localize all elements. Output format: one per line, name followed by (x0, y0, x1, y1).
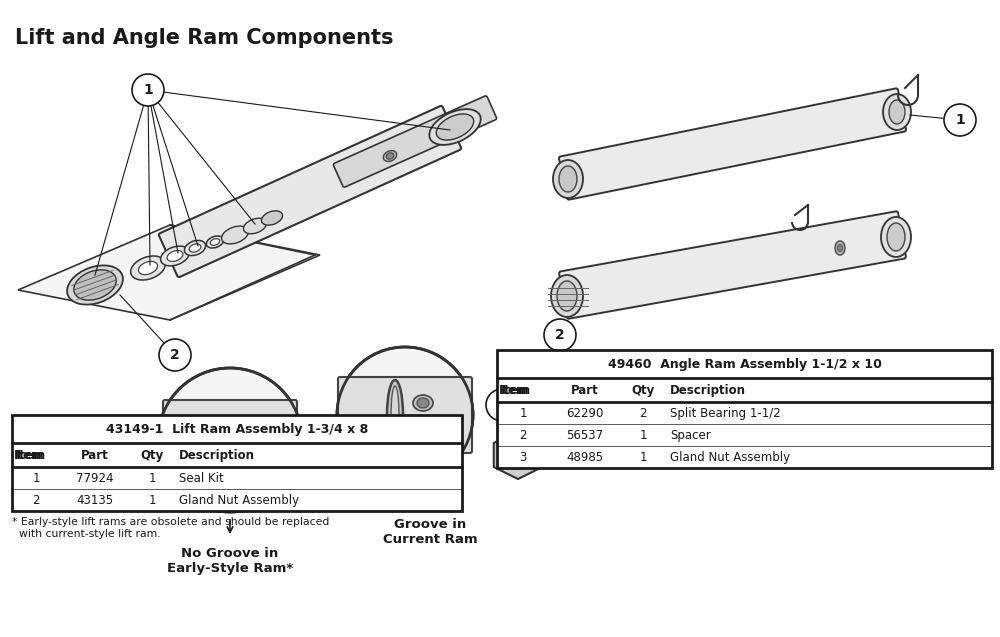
Ellipse shape (222, 226, 248, 244)
Text: Qty: Qty (631, 383, 655, 396)
FancyBboxPatch shape (159, 106, 461, 277)
Ellipse shape (228, 424, 242, 436)
FancyBboxPatch shape (338, 377, 472, 453)
Text: Qty: Qty (140, 448, 164, 461)
Ellipse shape (835, 241, 845, 255)
Text: 1: 1 (148, 471, 156, 485)
Ellipse shape (131, 256, 165, 280)
Ellipse shape (224, 421, 246, 439)
Text: No Groove in
Early-Style Ram*: No Groove in Early-Style Ram* (167, 547, 293, 575)
Text: Groove in
Current Ram: Groove in Current Ram (383, 518, 477, 546)
Ellipse shape (206, 236, 224, 248)
Text: 48985: 48985 (566, 450, 604, 464)
Text: 2: 2 (170, 348, 180, 362)
Ellipse shape (184, 240, 206, 255)
Ellipse shape (838, 245, 842, 252)
Ellipse shape (429, 109, 481, 145)
Circle shape (486, 389, 518, 421)
Ellipse shape (511, 450, 525, 460)
Text: Item: Item (14, 448, 44, 461)
FancyBboxPatch shape (497, 350, 992, 468)
Text: 2: 2 (555, 328, 565, 342)
Ellipse shape (507, 446, 529, 464)
Ellipse shape (536, 374, 558, 402)
Text: 56537: 56537 (566, 429, 604, 441)
Text: Gland Nut Assembly: Gland Nut Assembly (670, 450, 790, 464)
Ellipse shape (529, 367, 565, 409)
Polygon shape (494, 431, 542, 479)
Text: Description: Description (670, 383, 746, 396)
Text: 77924: 77924 (76, 471, 114, 485)
Text: Split Bearing 1-1/2: Split Bearing 1-1/2 (670, 406, 781, 420)
Text: Item: Item (16, 448, 46, 461)
FancyBboxPatch shape (163, 400, 297, 480)
Text: 1: 1 (639, 429, 647, 441)
Text: 43149-1  Lift Ram Assembly 1-3/4 x 8: 43149-1 Lift Ram Assembly 1-3/4 x 8 (106, 422, 368, 436)
Text: 3: 3 (519, 450, 527, 464)
Text: 1: 1 (519, 406, 527, 420)
Ellipse shape (74, 270, 116, 300)
Ellipse shape (67, 266, 123, 304)
Text: Lift and Angle Ram Components: Lift and Angle Ram Components (15, 28, 394, 48)
Text: 1: 1 (148, 494, 156, 506)
Text: 3: 3 (497, 398, 507, 412)
Text: Part: Part (81, 448, 109, 461)
Ellipse shape (210, 239, 220, 245)
Ellipse shape (167, 250, 183, 261)
Text: 1: 1 (955, 113, 965, 127)
Circle shape (944, 104, 976, 136)
Text: Spacer: Spacer (670, 429, 711, 441)
Text: 43135: 43135 (76, 494, 114, 506)
Ellipse shape (387, 380, 403, 450)
Text: 1: 1 (143, 83, 153, 97)
Circle shape (158, 368, 302, 512)
Circle shape (337, 347, 473, 483)
Text: Gland Nut Assembly: Gland Nut Assembly (179, 494, 299, 506)
Ellipse shape (553, 160, 583, 198)
Ellipse shape (189, 244, 201, 252)
FancyBboxPatch shape (559, 211, 906, 318)
Text: 2: 2 (519, 429, 527, 441)
Text: 49460  Angle Ram Assembly 1-1/2 x 10: 49460 Angle Ram Assembly 1-1/2 x 10 (608, 357, 881, 371)
Text: 2: 2 (639, 406, 647, 420)
Ellipse shape (436, 114, 474, 140)
Ellipse shape (383, 150, 397, 161)
Ellipse shape (559, 166, 577, 192)
Circle shape (132, 74, 164, 106)
FancyBboxPatch shape (333, 96, 497, 187)
Ellipse shape (161, 246, 189, 266)
Text: 62290: 62290 (566, 406, 604, 420)
FancyBboxPatch shape (559, 89, 906, 199)
Text: 2: 2 (32, 494, 40, 506)
Ellipse shape (413, 395, 433, 411)
Ellipse shape (883, 94, 911, 130)
Text: 1: 1 (639, 450, 647, 464)
Ellipse shape (138, 261, 158, 275)
Circle shape (544, 319, 576, 351)
Text: Description: Description (179, 448, 255, 461)
Text: Item: Item (499, 383, 529, 396)
FancyBboxPatch shape (12, 415, 462, 511)
Polygon shape (18, 225, 320, 320)
Ellipse shape (557, 281, 577, 311)
Text: Item: Item (501, 383, 531, 396)
Ellipse shape (889, 100, 905, 124)
Ellipse shape (243, 218, 267, 234)
Text: Part: Part (571, 383, 599, 396)
Ellipse shape (417, 398, 429, 408)
Circle shape (159, 339, 191, 371)
Text: Seal Kit: Seal Kit (179, 471, 224, 485)
Ellipse shape (386, 153, 394, 159)
Ellipse shape (887, 223, 905, 251)
Text: * Early-style lift rams are obsolete and should be replaced
  with current-style: * Early-style lift rams are obsolete and… (12, 517, 329, 539)
Ellipse shape (261, 211, 283, 225)
Text: 1: 1 (32, 471, 40, 485)
Ellipse shape (881, 217, 911, 257)
Ellipse shape (551, 275, 583, 317)
Ellipse shape (391, 386, 399, 444)
